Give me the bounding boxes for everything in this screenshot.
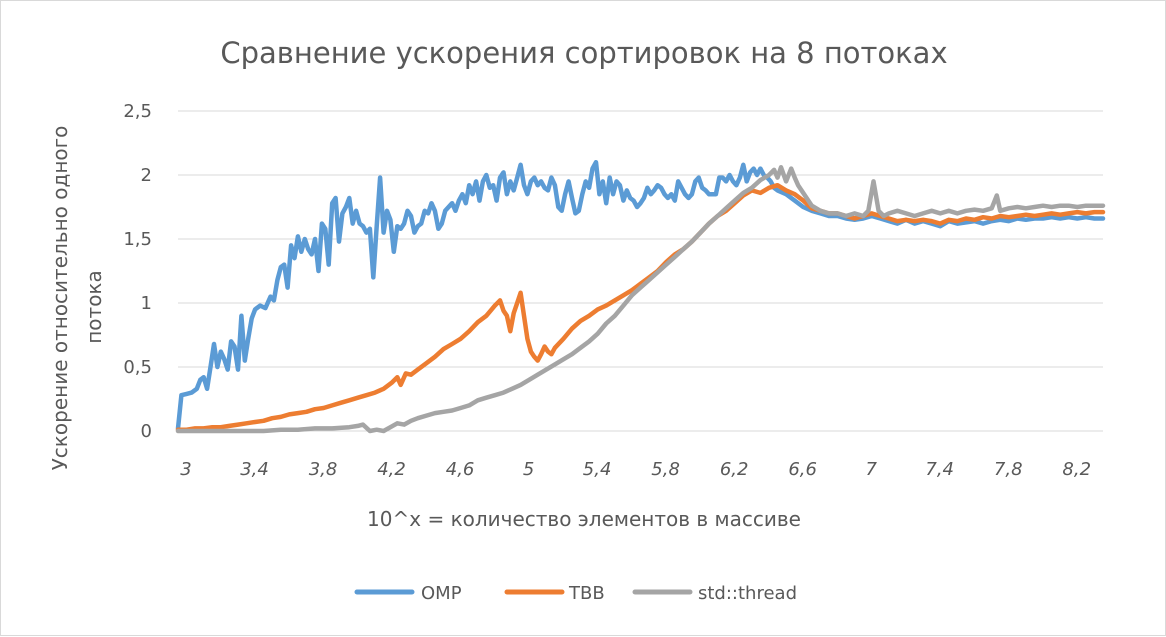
y-tick-label: 2,5 bbox=[123, 101, 152, 122]
x-tick-label: 7,4 bbox=[925, 459, 954, 480]
legend-item-omp: OMP bbox=[354, 583, 462, 604]
y-tick-label: 0 bbox=[141, 421, 152, 442]
chart-title: Сравнение ускорения сортировок на 8 пото… bbox=[220, 36, 947, 70]
x-tick-label: 4,6 bbox=[446, 459, 475, 480]
x-tick-label: 6,6 bbox=[788, 459, 817, 480]
y-tick-label: 1,5 bbox=[123, 229, 152, 250]
x-tick-label: 5,8 bbox=[651, 459, 680, 480]
x-axis-label: 10^x = количество элементов в массиве bbox=[367, 507, 801, 531]
x-tick-label: 3 bbox=[180, 459, 191, 480]
x-tick-label: 4,2 bbox=[377, 459, 406, 480]
legend-label-tbb: TBB bbox=[568, 583, 605, 604]
x-tick-label: 7,8 bbox=[994, 459, 1023, 480]
x-tick-label: 7 bbox=[865, 459, 877, 480]
legend-item-std-thread: std::thread bbox=[632, 583, 797, 604]
legend-label-std-thread: std::thread bbox=[698, 583, 797, 604]
legend: OMP TBB std::thread bbox=[354, 583, 797, 604]
y-axis-label-line-2: потока bbox=[82, 270, 106, 344]
y-tick-label: 0,5 bbox=[123, 357, 152, 378]
x-tick-label: 8,2 bbox=[1062, 459, 1091, 480]
x-tick-label: 3,4 bbox=[240, 459, 269, 480]
legend-item-tbb: TBB bbox=[504, 583, 605, 604]
legend-label-omp: OMP bbox=[421, 583, 462, 604]
y-tick-label: 1 bbox=[141, 293, 152, 314]
series-lines bbox=[175, 159, 1106, 434]
x-axis-ticks: 3 3,4 3,8 4,2 4,6 5 5,4 5,8 6,2 6,6 7 7,4 7,8 8,2 bbox=[180, 459, 1091, 480]
series-line-omp bbox=[175, 159, 1106, 431]
y-axis-ticks: 0 0,5 1 1,5 2 2,5 bbox=[123, 101, 152, 442]
y-tick-label: 2 bbox=[141, 165, 152, 186]
x-tick-label: 5 bbox=[523, 459, 534, 480]
x-tick-label: 3,8 bbox=[309, 459, 338, 480]
series-line-tbb bbox=[175, 182, 1106, 432]
series-line-std-thread bbox=[175, 165, 1106, 434]
y-axis-label: Ускорение относительно одного потока bbox=[48, 126, 106, 471]
x-tick-label: 5,4 bbox=[583, 459, 612, 480]
y-axis-label-line-1: Ускорение относительно одного bbox=[48, 126, 72, 471]
x-tick-label: 6,2 bbox=[720, 459, 749, 480]
